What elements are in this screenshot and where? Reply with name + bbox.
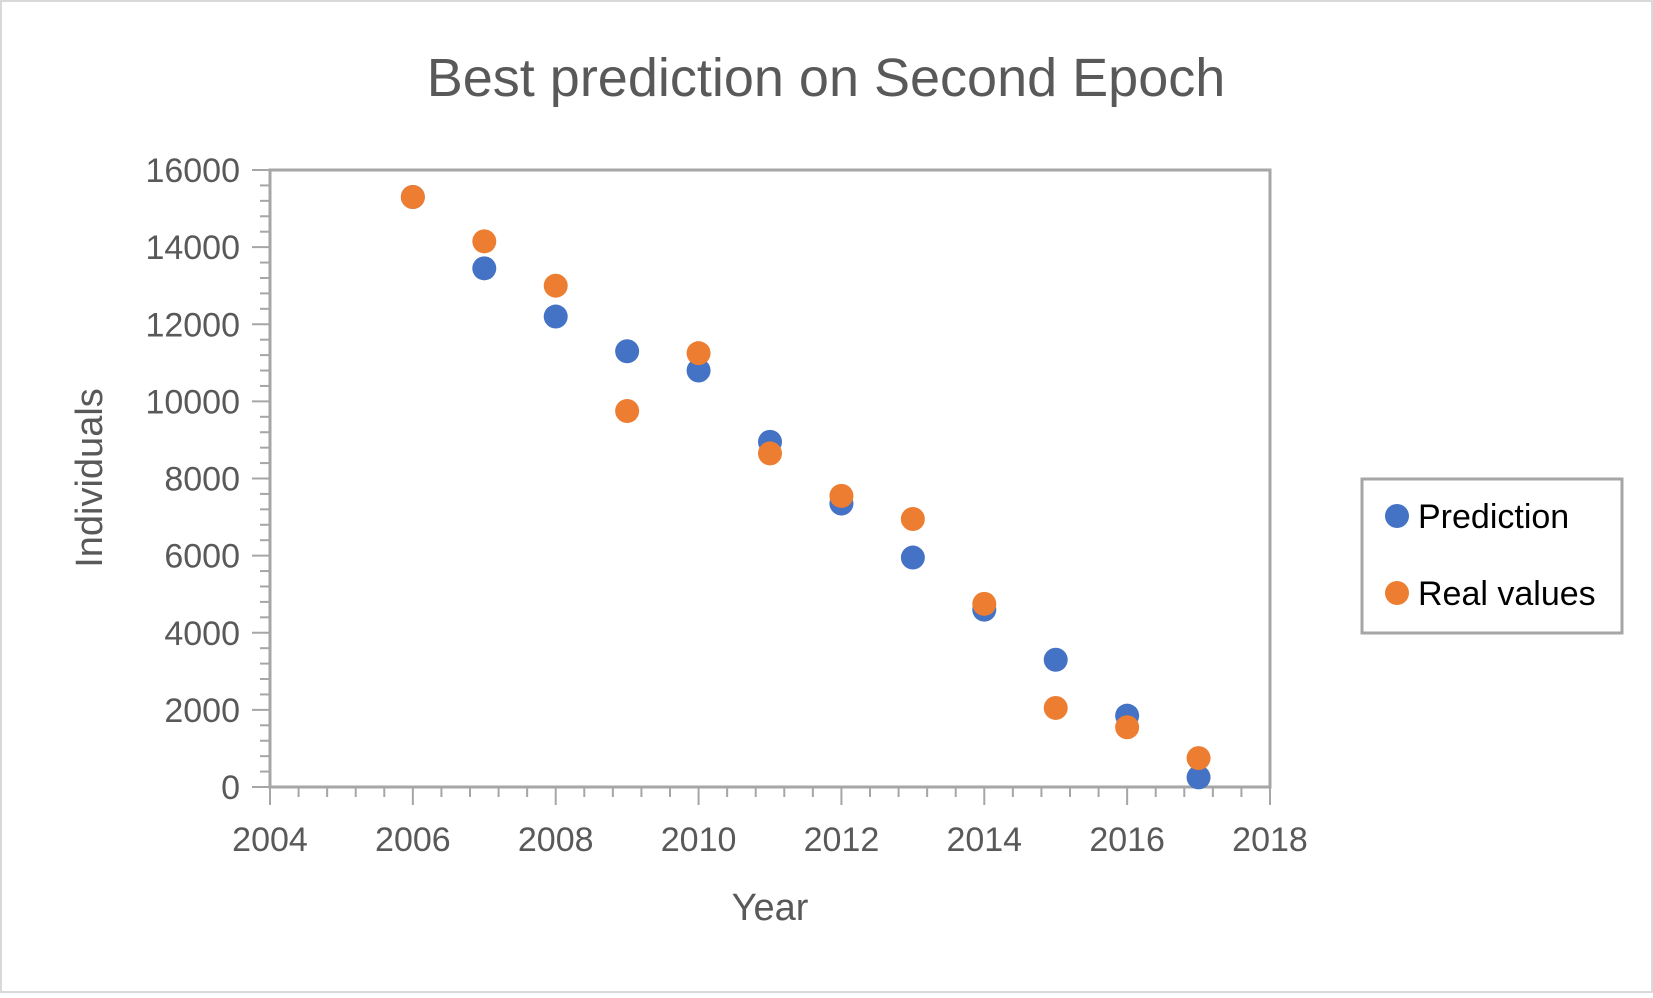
prediction-point: [543, 304, 568, 329]
legend-label-prediction: Prediction: [1418, 498, 1569, 536]
real-values-point: [1115, 715, 1140, 740]
x-tick-label: 2006: [375, 821, 451, 859]
x-axis-ticks: [269, 787, 1271, 805]
prediction-point: [472, 256, 497, 281]
x-tick-label: 2004: [232, 821, 308, 859]
x-tick-label: 2010: [661, 821, 737, 859]
prediction-point: [1186, 765, 1211, 790]
real-values-point: [400, 184, 425, 209]
chart-title: Best prediction on Second Epoch: [427, 48, 1226, 108]
y-axis-ticks: [252, 169, 270, 788]
real-values-point: [972, 591, 997, 616]
real-values-point: [686, 341, 711, 366]
y-tick-label: 12000: [145, 306, 240, 344]
y-tick-label: 16000: [145, 152, 240, 190]
real-values-point: [1186, 746, 1211, 771]
data-points: [400, 184, 1211, 790]
y-tick-label: 6000: [164, 538, 240, 576]
y-axis-tick-labels: 0 2000 4000 6000 8000 10000 12000 14000 16000: [145, 152, 240, 807]
x-tick-label: 2014: [946, 821, 1022, 859]
y-tick-label: 14000: [145, 229, 240, 267]
y-tick-label: 0: [221, 769, 240, 807]
x-axis-tick-labels: 2004 2006 2008 2010 2012 2014 2016 2018: [232, 821, 1308, 859]
real-values-point: [829, 483, 854, 508]
prediction-point: [900, 545, 925, 570]
x-tick-label: 2016: [1089, 821, 1165, 859]
y-axis-label: Individuals: [69, 388, 111, 568]
x-axis-label: Year: [732, 887, 809, 929]
legend-label-real-values: Real values: [1418, 575, 1596, 613]
real-values-point: [543, 273, 568, 298]
x-tick-label: 2008: [518, 821, 594, 859]
real-values-point: [1043, 695, 1068, 720]
real-values-point: [900, 506, 925, 531]
real-values-point: [615, 399, 640, 424]
real-values-point: [758, 441, 782, 466]
real-values-point: [472, 229, 497, 254]
y-tick-label: 2000: [164, 692, 240, 730]
legend-box: [1360, 477, 1624, 635]
x-tick-label: 2018: [1232, 821, 1308, 859]
legend-marker-real-values: [1385, 581, 1409, 605]
prediction-point: [1043, 647, 1068, 672]
prediction-point: [615, 339, 640, 364]
legend: Prediction Real values: [1385, 498, 1596, 613]
y-tick-label: 10000: [145, 383, 240, 421]
x-tick-label: 2012: [804, 821, 880, 859]
prediction-point: [686, 358, 711, 383]
y-tick-label: 8000: [164, 461, 240, 499]
y-tick-label: 4000: [164, 615, 240, 653]
legend-marker-prediction: [1385, 504, 1409, 528]
